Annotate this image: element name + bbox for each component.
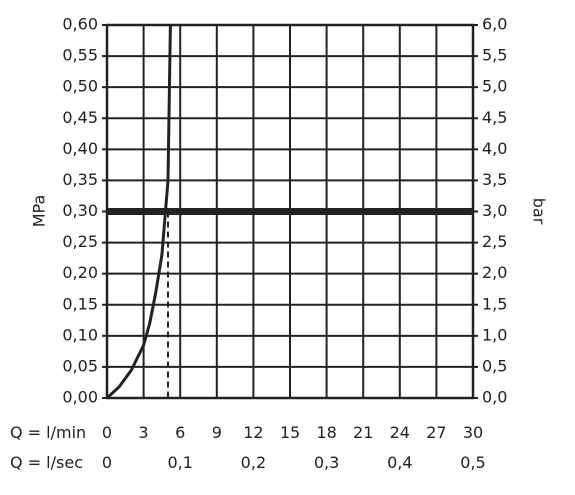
x-secondary-tick-label: 0,4 bbox=[387, 453, 412, 472]
y-left-tick-label: 0,55 bbox=[62, 46, 98, 65]
y-left-tick-label: 0,05 bbox=[62, 356, 98, 375]
y-axis-left-title: MPa bbox=[30, 195, 49, 228]
y-right-tick-label: 4,5 bbox=[482, 108, 507, 127]
y-right-tick-label: 0,0 bbox=[482, 388, 507, 407]
series-line bbox=[105, 24, 172, 400]
y-left-tick-label: 0,60 bbox=[62, 15, 98, 34]
y-right-tick-label: 5,5 bbox=[482, 46, 507, 65]
x-primary-tick-label: 21 bbox=[353, 423, 373, 442]
y-right-tick-label: 5,0 bbox=[482, 77, 507, 96]
y-left-tick-label: 0,25 bbox=[62, 232, 98, 251]
x-primary-tick-label: 6 bbox=[175, 423, 185, 442]
y-left-tick-label: 0,15 bbox=[62, 294, 98, 313]
y-left-tick-label: 0,50 bbox=[62, 77, 98, 96]
y-right-tick-label: 3,5 bbox=[482, 170, 507, 189]
x-primary-tick-label: 9 bbox=[212, 423, 222, 442]
x-primary-tick-label: 24 bbox=[390, 423, 410, 442]
x-secondary-tick-label: 0,1 bbox=[167, 453, 192, 472]
y-left-tick-label: 0,10 bbox=[62, 325, 98, 344]
y-left-tick-label: 0,40 bbox=[62, 139, 98, 158]
y-right-tick-label: 2,0 bbox=[482, 263, 507, 282]
y-left-tick-label: 0,45 bbox=[62, 108, 98, 127]
x-primary-tick-label: 18 bbox=[316, 423, 336, 442]
y-left-tick-label: 0,35 bbox=[62, 170, 98, 189]
y-left-tick-label: 0,20 bbox=[62, 263, 98, 282]
y-right-tick-label: 1,5 bbox=[482, 294, 507, 313]
y-axis-right-title: bar bbox=[530, 198, 549, 225]
x-axis-primary-title: Q = l/min bbox=[10, 423, 86, 442]
y-left-tick-label: 0,30 bbox=[62, 201, 98, 220]
y-right-tick-label: 3,0 bbox=[482, 201, 507, 220]
x-secondary-tick-label: 0 bbox=[102, 453, 112, 472]
y-right-tick-label: 4,0 bbox=[482, 139, 507, 158]
y-right-tick-label: 0,5 bbox=[482, 356, 507, 375]
y-left-tick-label: 0,00 bbox=[62, 388, 98, 407]
x-axis-secondary-title: Q = l/sec bbox=[10, 453, 83, 472]
x-secondary-tick-label: 0,5 bbox=[460, 453, 485, 472]
x-secondary-tick-label: 0,2 bbox=[241, 453, 266, 472]
series-layer bbox=[105, 24, 473, 400]
x-primary-tick-label: 0 bbox=[102, 423, 112, 442]
plot-frame bbox=[105, 23, 475, 400]
x-primary-tick-label: 30 bbox=[463, 423, 483, 442]
x-primary-tick-label: 12 bbox=[243, 423, 263, 442]
y-right-tick-label: 6,0 bbox=[482, 15, 507, 34]
x-primary-tick-label: 3 bbox=[139, 423, 149, 442]
tick-labels: 0,000,050,100,150,200,250,300,350,400,45… bbox=[62, 15, 507, 473]
y-right-tick-label: 2,5 bbox=[482, 232, 507, 251]
x-primary-tick-label: 27 bbox=[426, 423, 446, 442]
x-secondary-tick-label: 0,3 bbox=[314, 453, 339, 472]
y-right-tick-label: 1,0 bbox=[482, 325, 507, 344]
x-primary-tick-label: 15 bbox=[280, 423, 300, 442]
